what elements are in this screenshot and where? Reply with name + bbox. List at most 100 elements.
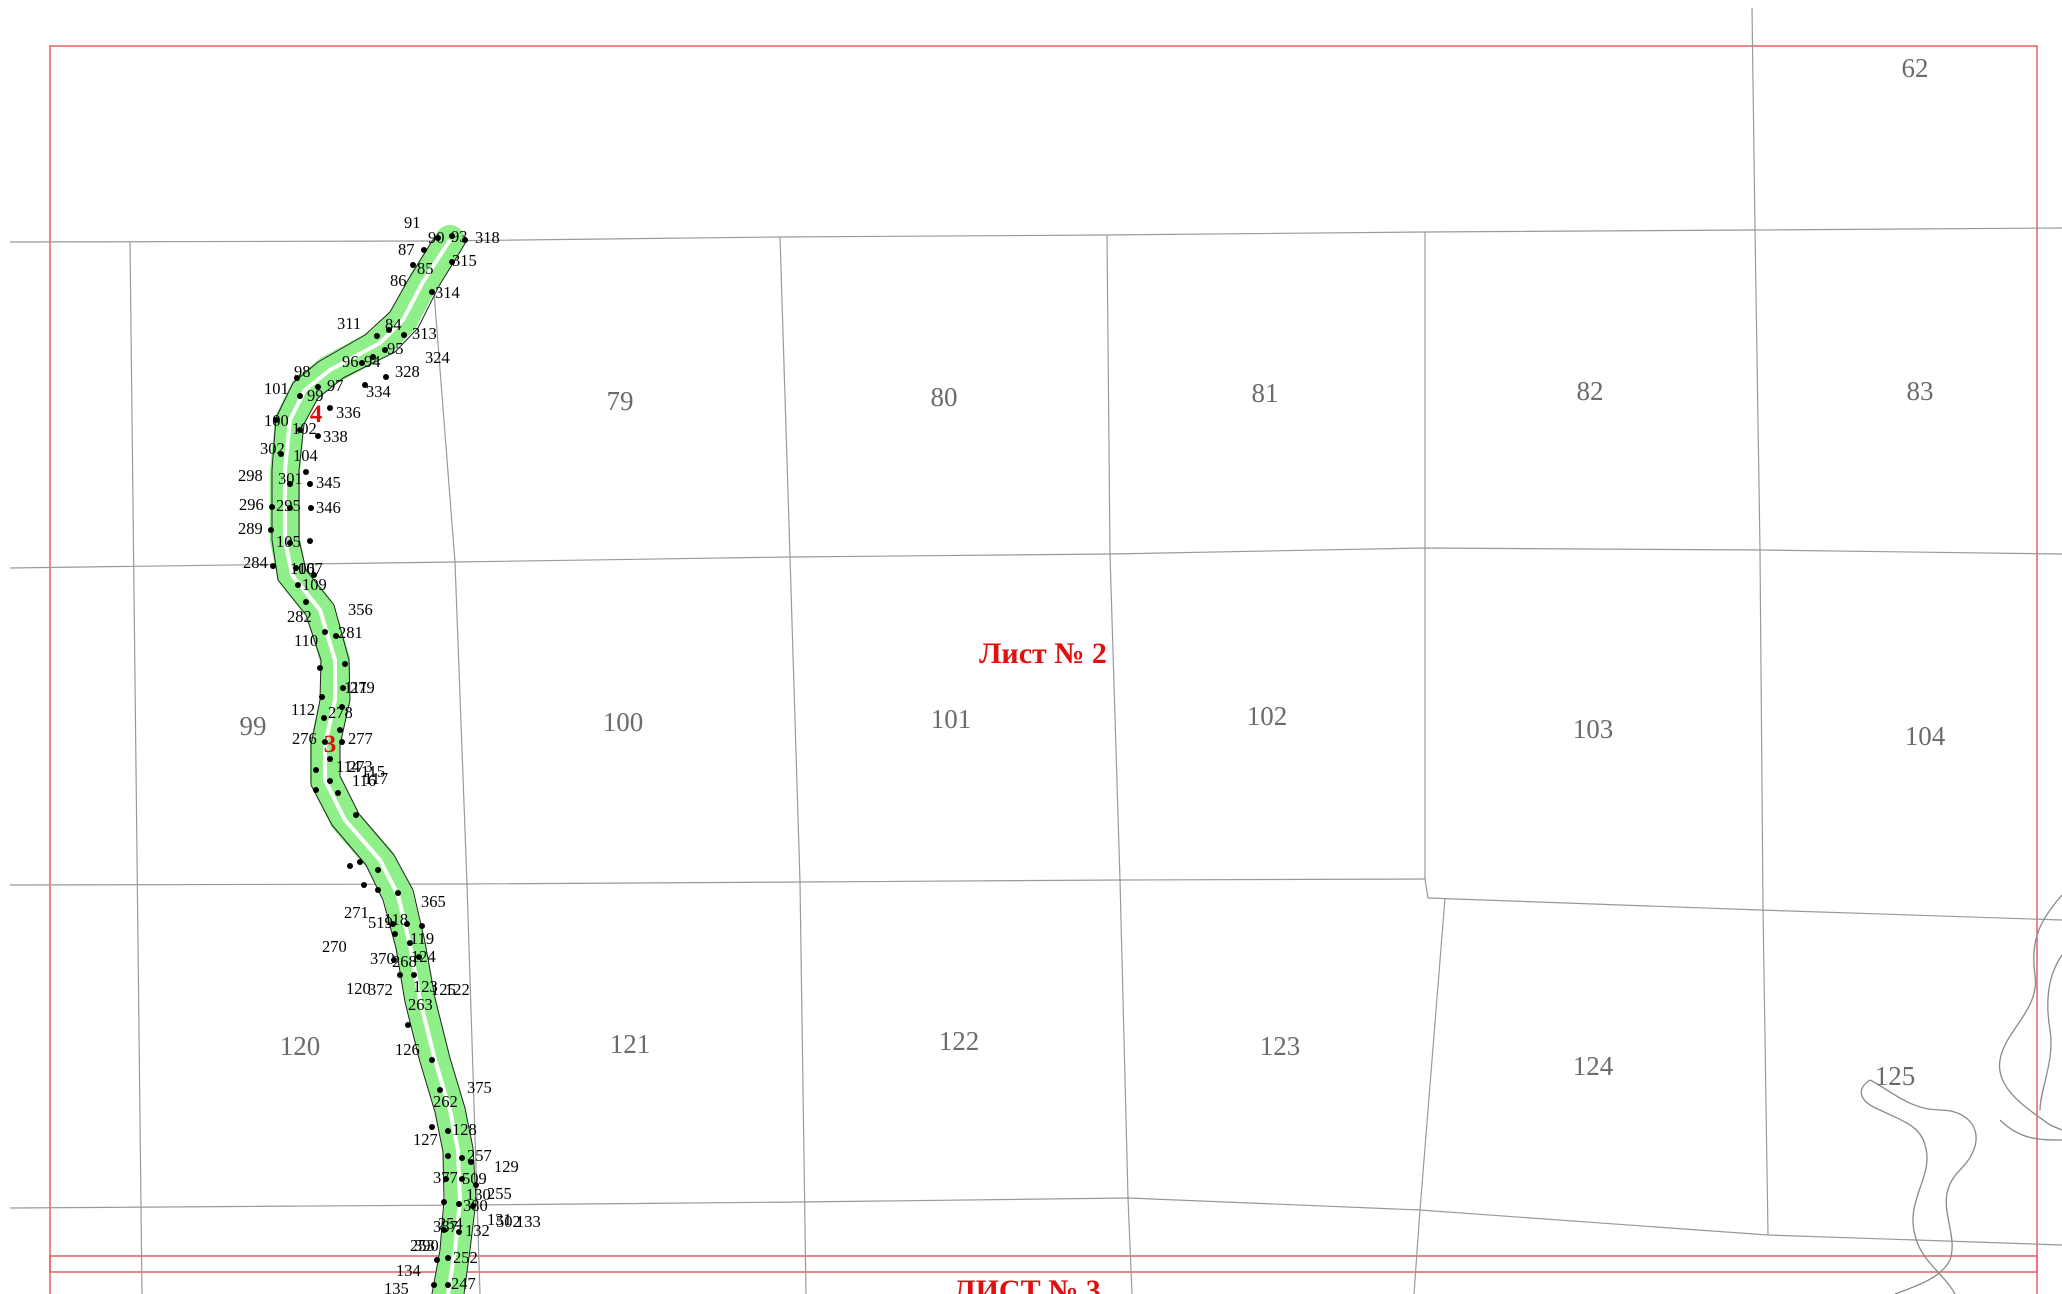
point-number[interactable]: 134	[396, 1261, 421, 1280]
point-number[interactable]: 94	[364, 352, 381, 371]
point-dot[interactable]	[315, 433, 321, 439]
point-dot[interactable]	[397, 972, 403, 978]
point-dot[interactable]	[435, 235, 441, 241]
point-number[interactable]: 284	[243, 553, 268, 572]
point-dot[interactable]	[340, 685, 346, 691]
point-dot[interactable]	[386, 327, 392, 333]
parcel-number[interactable]: 99	[240, 711, 267, 741]
point-number[interactable]: 87	[398, 240, 415, 259]
parcel-number[interactable]: 101	[931, 704, 972, 734]
point-dot[interactable]	[411, 972, 417, 978]
point-number[interactable]: 128	[452, 1120, 477, 1139]
parcel-number[interactable]: 123	[1260, 1031, 1301, 1061]
point-number[interactable]: 296	[239, 495, 264, 514]
point-dot[interactable]	[319, 694, 325, 700]
point-dot[interactable]	[361, 882, 367, 888]
point-dot[interactable]	[419, 923, 425, 929]
parcel-number[interactable]: 122	[939, 1026, 980, 1056]
point-dot[interactable]	[317, 665, 323, 671]
point-dot[interactable]	[339, 739, 345, 745]
point-dot[interactable]	[404, 921, 410, 927]
point-dot[interactable]	[333, 633, 339, 639]
point-number[interactable]: 282	[287, 607, 312, 626]
point-dot[interactable]	[375, 867, 381, 873]
point-number[interactable]: 106	[290, 559, 315, 578]
parcel-number[interactable]: 104	[1905, 721, 1946, 751]
point-number[interactable]: 97	[327, 376, 344, 395]
point-number[interactable]: 102	[292, 419, 317, 438]
point-number[interactable]: 372	[368, 980, 393, 999]
point-dot[interactable]	[437, 1087, 443, 1093]
point-number[interactable]: 123	[413, 977, 438, 996]
point-dot[interactable]	[445, 1128, 451, 1134]
point-number[interactable]: 255	[487, 1184, 512, 1203]
point-dot[interactable]	[456, 1201, 462, 1207]
point-dot[interactable]	[295, 582, 301, 588]
parcel-number[interactable]: 102	[1247, 701, 1288, 731]
point-number[interactable]: 273	[348, 757, 373, 776]
point-dot[interactable]	[449, 233, 455, 239]
point-dot[interactable]	[391, 957, 397, 963]
point-dot[interactable]	[459, 1155, 465, 1161]
point-dot[interactable]	[410, 262, 416, 268]
point-number[interactable]: 338	[323, 427, 348, 446]
point-number[interactable]: 279	[350, 678, 375, 697]
point-number[interactable]: 278	[328, 703, 353, 722]
point-number[interactable]: 277	[348, 729, 373, 748]
point-dot[interactable]	[401, 332, 407, 338]
point-number[interactable]: 252	[453, 1248, 478, 1267]
point-dot[interactable]	[407, 940, 413, 946]
point-number[interactable]: 98	[294, 362, 311, 381]
point-number[interactable]: 380	[463, 1196, 488, 1215]
point-dot[interactable]	[321, 715, 327, 721]
point-dot[interactable]	[375, 887, 381, 893]
point-dot[interactable]	[374, 333, 380, 339]
point-number[interactable]: 257	[467, 1146, 492, 1165]
point-dot[interactable]	[429, 289, 435, 295]
point-dot[interactable]	[327, 756, 333, 762]
point-dot[interactable]	[353, 812, 359, 818]
point-dot[interactable]	[278, 451, 284, 457]
point-dot[interactable]	[431, 1282, 437, 1288]
point-number[interactable]: 91	[404, 213, 421, 232]
point-dot[interactable]	[434, 1257, 440, 1263]
point-dot[interactable]	[303, 599, 309, 605]
point-dot[interactable]	[445, 1153, 451, 1159]
pipeline-corridor[interactable]	[270, 225, 477, 1294]
point-dot[interactable]	[311, 572, 317, 578]
parcel-number[interactable]: 125	[1875, 1061, 1916, 1091]
point-number[interactable]: 100	[264, 411, 289, 430]
point-number[interactable]: 346	[316, 498, 341, 517]
point-number[interactable]: 313	[412, 324, 437, 343]
point-dot[interactable]	[315, 384, 321, 390]
point-number[interactable]: 122	[445, 980, 470, 999]
point-number[interactable]: 101	[264, 379, 289, 398]
point-number[interactable]: 116	[352, 771, 376, 790]
point-dot[interactable]	[335, 790, 341, 796]
section-mark[interactable]: 4	[310, 401, 323, 428]
point-dot[interactable]	[313, 787, 319, 793]
point-dot[interactable]	[359, 360, 365, 366]
point-number[interactable]: 84	[385, 315, 402, 334]
point-number[interactable]: 345	[316, 473, 341, 492]
point-dot[interactable]	[327, 778, 333, 784]
point-dot[interactable]	[392, 931, 398, 937]
point-dot[interactable]	[313, 767, 319, 773]
point-dot[interactable]	[347, 863, 353, 869]
parcel-number[interactable]: 81	[1252, 378, 1279, 408]
parcel-number[interactable]: 124	[1573, 1051, 1614, 1081]
point-number[interactable]: 324	[425, 348, 450, 367]
point-dot[interactable]	[382, 347, 388, 353]
point-number[interactable]: 109	[302, 575, 327, 594]
point-dot[interactable]	[268, 527, 274, 533]
point-number[interactable]: 281	[338, 623, 363, 642]
parcel-number[interactable]: 62	[1902, 53, 1929, 83]
point-number[interactable]: 125	[431, 980, 456, 999]
point-dot[interactable]	[307, 538, 313, 544]
point-dot[interactable]	[287, 505, 293, 511]
parcel-number[interactable]: 103	[1573, 714, 1614, 744]
point-number[interactable]: 502	[496, 1212, 521, 1231]
point-dot[interactable]	[429, 1124, 435, 1130]
parcel-number[interactable]: 82	[1577, 376, 1604, 406]
